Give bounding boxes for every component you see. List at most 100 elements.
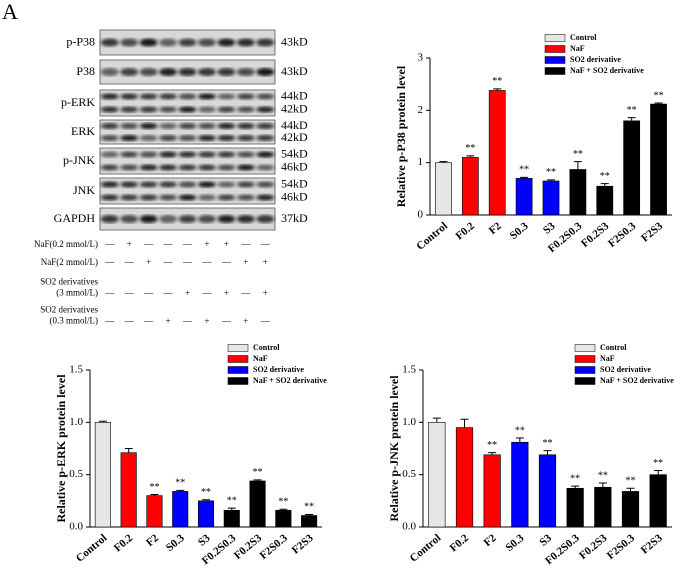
- bar: [650, 103, 667, 216]
- blot-size: 43kD: [281, 64, 308, 78]
- significance: **: [278, 497, 288, 508]
- treatment-sign: —: [124, 288, 135, 298]
- x-tick-label: F2S0.3: [258, 532, 291, 562]
- legend-swatch: [227, 377, 249, 385]
- band: [178, 93, 197, 100]
- blot-size: 54kD: [281, 146, 308, 160]
- treatment-sign: +: [204, 239, 209, 249]
- treatment-sign: —: [240, 239, 251, 249]
- error-bar: [573, 161, 582, 170]
- blot-label: P38: [76, 64, 95, 78]
- band: [100, 194, 119, 201]
- band: [178, 151, 197, 158]
- significance: **: [253, 467, 263, 478]
- blot-label: p-P38: [66, 34, 95, 48]
- error-bar: [488, 452, 497, 455]
- legend-swatch: [227, 366, 249, 374]
- error-bar: [466, 155, 475, 158]
- band: [236, 93, 255, 100]
- band: [139, 68, 158, 76]
- band: [198, 215, 216, 223]
- band: [159, 38, 177, 47]
- treatment-sign: +: [127, 239, 132, 249]
- band: [256, 181, 275, 188]
- error-bar: [493, 88, 502, 91]
- band: [159, 123, 177, 129]
- significance: **: [149, 482, 159, 493]
- error-bar: [202, 499, 210, 501]
- band: [198, 181, 216, 188]
- error-bar: [520, 176, 529, 179]
- panel-label: A: [2, 0, 18, 24]
- bar: [120, 452, 137, 528]
- bar: [538, 454, 557, 528]
- y-tick-label: 0.5: [402, 468, 416, 480]
- significance: **: [227, 495, 237, 506]
- band: [159, 68, 177, 76]
- x-tick-label: F0.2S3: [577, 532, 610, 562]
- error-bar: [515, 437, 524, 443]
- y-tick-label: 1.0: [69, 416, 83, 428]
- treatment-sign: —: [143, 239, 154, 249]
- bar: [623, 120, 641, 216]
- band: [236, 123, 255, 129]
- error-bar: [547, 179, 555, 181]
- band: [198, 106, 216, 113]
- bar: [511, 441, 529, 528]
- band: [198, 135, 216, 141]
- treatment-sign: —: [163, 288, 174, 298]
- treatment-sign: +: [224, 288, 229, 298]
- band: [159, 194, 177, 201]
- treatment-label: NaF(0.2 mmol/L): [34, 239, 98, 249]
- treatment-label: SO2 derivatives: [40, 277, 98, 287]
- x-tick-label: S3: [537, 532, 554, 549]
- bar: [594, 486, 612, 528]
- band: [159, 93, 177, 100]
- band: [120, 106, 139, 113]
- band: [100, 38, 119, 47]
- treatment-sign: —: [182, 239, 193, 249]
- significance: **: [546, 167, 556, 178]
- band: [100, 106, 119, 113]
- band: [178, 38, 197, 47]
- significance: **: [573, 149, 583, 160]
- blot-size: 44kD: [281, 88, 308, 102]
- error-bar: [439, 161, 448, 163]
- error-bar: [279, 508, 288, 511]
- x-tick-label: S3: [196, 532, 213, 549]
- band: [198, 164, 216, 171]
- band: [100, 68, 119, 76]
- significance: **: [543, 438, 553, 449]
- error-bar: [627, 117, 636, 121]
- band: [100, 93, 119, 100]
- band: [217, 194, 236, 201]
- treatment-sign: —: [124, 316, 135, 326]
- band: [159, 106, 177, 113]
- band: [236, 38, 255, 47]
- blot-label: JNK: [73, 183, 95, 197]
- legend-label: NaF + SO2 derivative: [570, 66, 644, 75]
- y-tick-label: 3: [418, 52, 424, 64]
- band: [198, 151, 216, 158]
- treatment-label: (0.3 mmol/L): [50, 316, 99, 326]
- legend-swatch: [544, 56, 566, 64]
- treatment-sign: —: [221, 257, 232, 267]
- legend-swatch: [227, 344, 249, 352]
- treatment-sign: —: [201, 257, 212, 267]
- significance: **: [598, 470, 608, 481]
- x-tick-label: Control: [414, 220, 450, 253]
- legend-swatch: [544, 34, 566, 42]
- bar: [596, 185, 614, 216]
- x-tick-label: S3: [541, 220, 558, 237]
- band: [100, 123, 119, 129]
- blot-size: 43kD: [281, 34, 308, 48]
- y-tick-label: 0.5: [69, 468, 83, 480]
- blot-label: GAPDH: [54, 211, 96, 225]
- bar: [566, 487, 584, 528]
- band: [236, 151, 255, 158]
- x-tick-label: F2: [482, 532, 499, 549]
- legend-label: NaF: [253, 354, 268, 363]
- band: [256, 93, 275, 100]
- treatment-label: NaF(2 mmol/L): [41, 257, 98, 267]
- significance: **: [201, 487, 211, 498]
